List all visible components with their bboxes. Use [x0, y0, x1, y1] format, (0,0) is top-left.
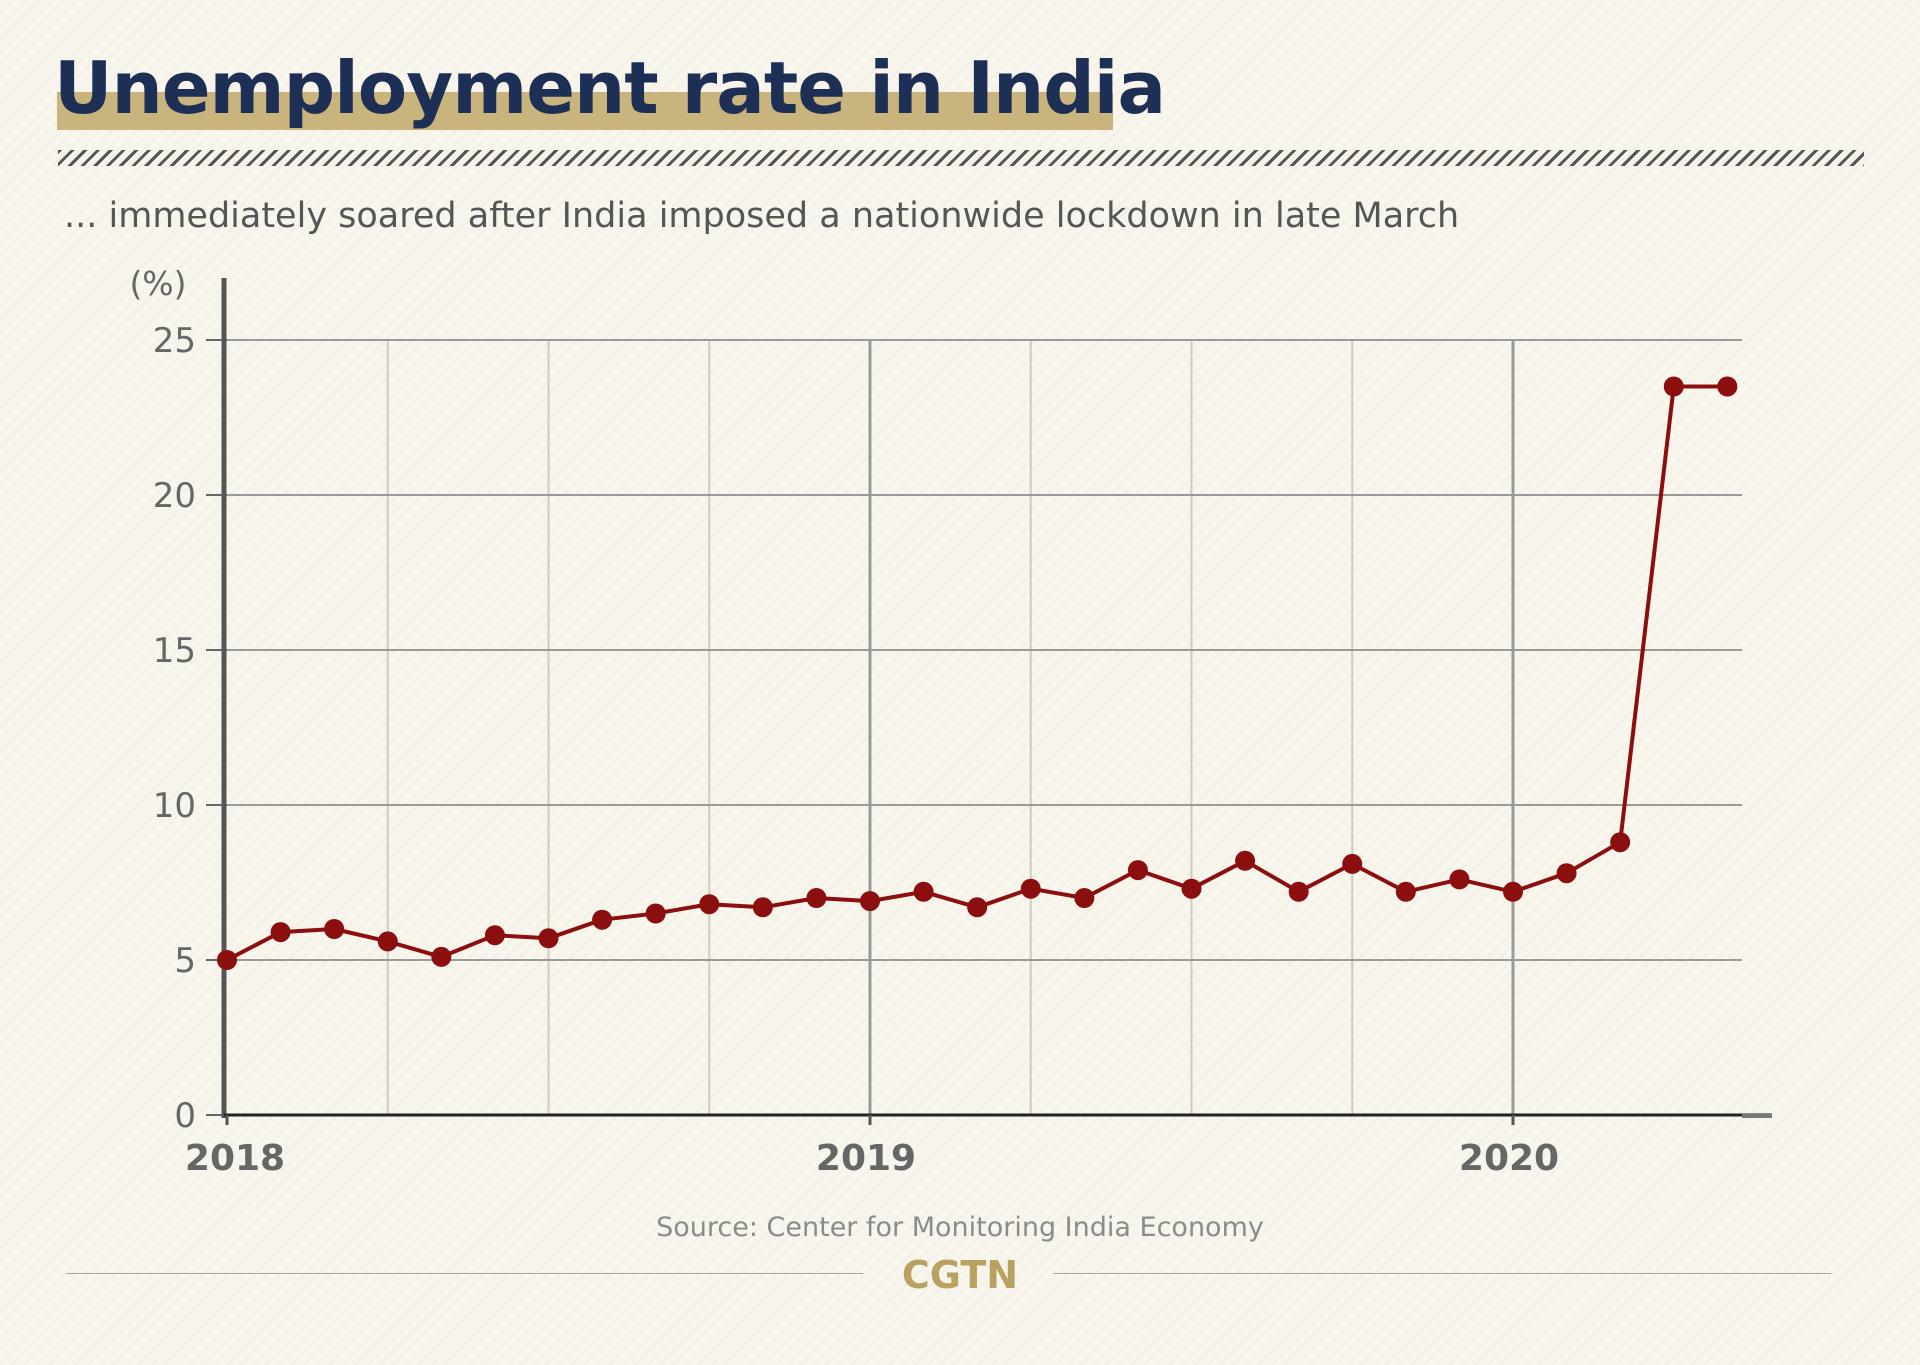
- y-tick-label: 15: [153, 631, 196, 671]
- footer-rule-right: [1053, 1273, 1831, 1274]
- data-point: [967, 897, 988, 918]
- data-point: [1288, 881, 1309, 902]
- data-point: [1503, 881, 1523, 902]
- data-point: [699, 894, 720, 915]
- x-tick-labels: 2018 2019 2020: [185, 1138, 1559, 1179]
- hatched-divider: [58, 150, 1864, 166]
- data-point: [1663, 376, 1684, 397]
- footer-rule-left: [66, 1273, 863, 1274]
- source-note: Source: Center for Monitoring India Econ…: [656, 1212, 1264, 1243]
- data-point: [324, 919, 345, 939]
- series-unemployment: [217, 376, 1738, 970]
- data-point: [538, 928, 559, 949]
- x-tick-label: 2019: [816, 1138, 916, 1179]
- y-tick-label: 20: [153, 476, 196, 516]
- data-point: [431, 946, 452, 967]
- y-axis-unit: (%): [129, 264, 186, 303]
- data-point: [1449, 869, 1470, 890]
- data-point: [484, 925, 505, 946]
- data-point: [752, 897, 773, 918]
- data-point: [645, 903, 666, 924]
- data-point: [1395, 881, 1416, 902]
- data-point: [1127, 860, 1148, 881]
- data-point: [1020, 878, 1041, 899]
- page-title: Unemployment rate in India: [54, 46, 1166, 130]
- y-tick-label: 0: [174, 1096, 196, 1136]
- title-highlight-bar: [57, 92, 1113, 130]
- y-tick-labels: 0 5 10 15 20 25: [153, 321, 196, 1136]
- data-point: [860, 891, 880, 912]
- data-point: [1342, 853, 1363, 874]
- data-point: [1181, 878, 1202, 899]
- data-point: [1556, 863, 1577, 884]
- grid-lines: [206, 339, 1742, 1115]
- data-point: [1610, 832, 1631, 853]
- y-tick-label: 10: [153, 786, 196, 826]
- x-tick-label: 2020: [1459, 1138, 1559, 1179]
- data-point: [592, 909, 613, 930]
- brand-logo: CGTN: [901, 1253, 1019, 1297]
- y-tick-label: 5: [174, 941, 196, 981]
- y-tick-label: 25: [153, 321, 196, 361]
- data-point: [270, 922, 291, 943]
- data-point: [377, 931, 398, 952]
- line-chart: 0 5 10 15 20 25 2018 2019 2020 (%): [129, 264, 1772, 1179]
- data-point: [913, 881, 934, 902]
- data-point: [217, 950, 237, 970]
- data-point: [806, 888, 827, 908]
- data-point: [1235, 850, 1256, 871]
- x-tick-label: 2018: [185, 1138, 285, 1179]
- data-point: [1074, 888, 1095, 908]
- chart-subtitle: ... immediately soared after India impos…: [64, 196, 1460, 236]
- series-line: [226, 384, 1728, 962]
- data-point: [1717, 376, 1738, 397]
- axes: [206, 278, 1772, 1125]
